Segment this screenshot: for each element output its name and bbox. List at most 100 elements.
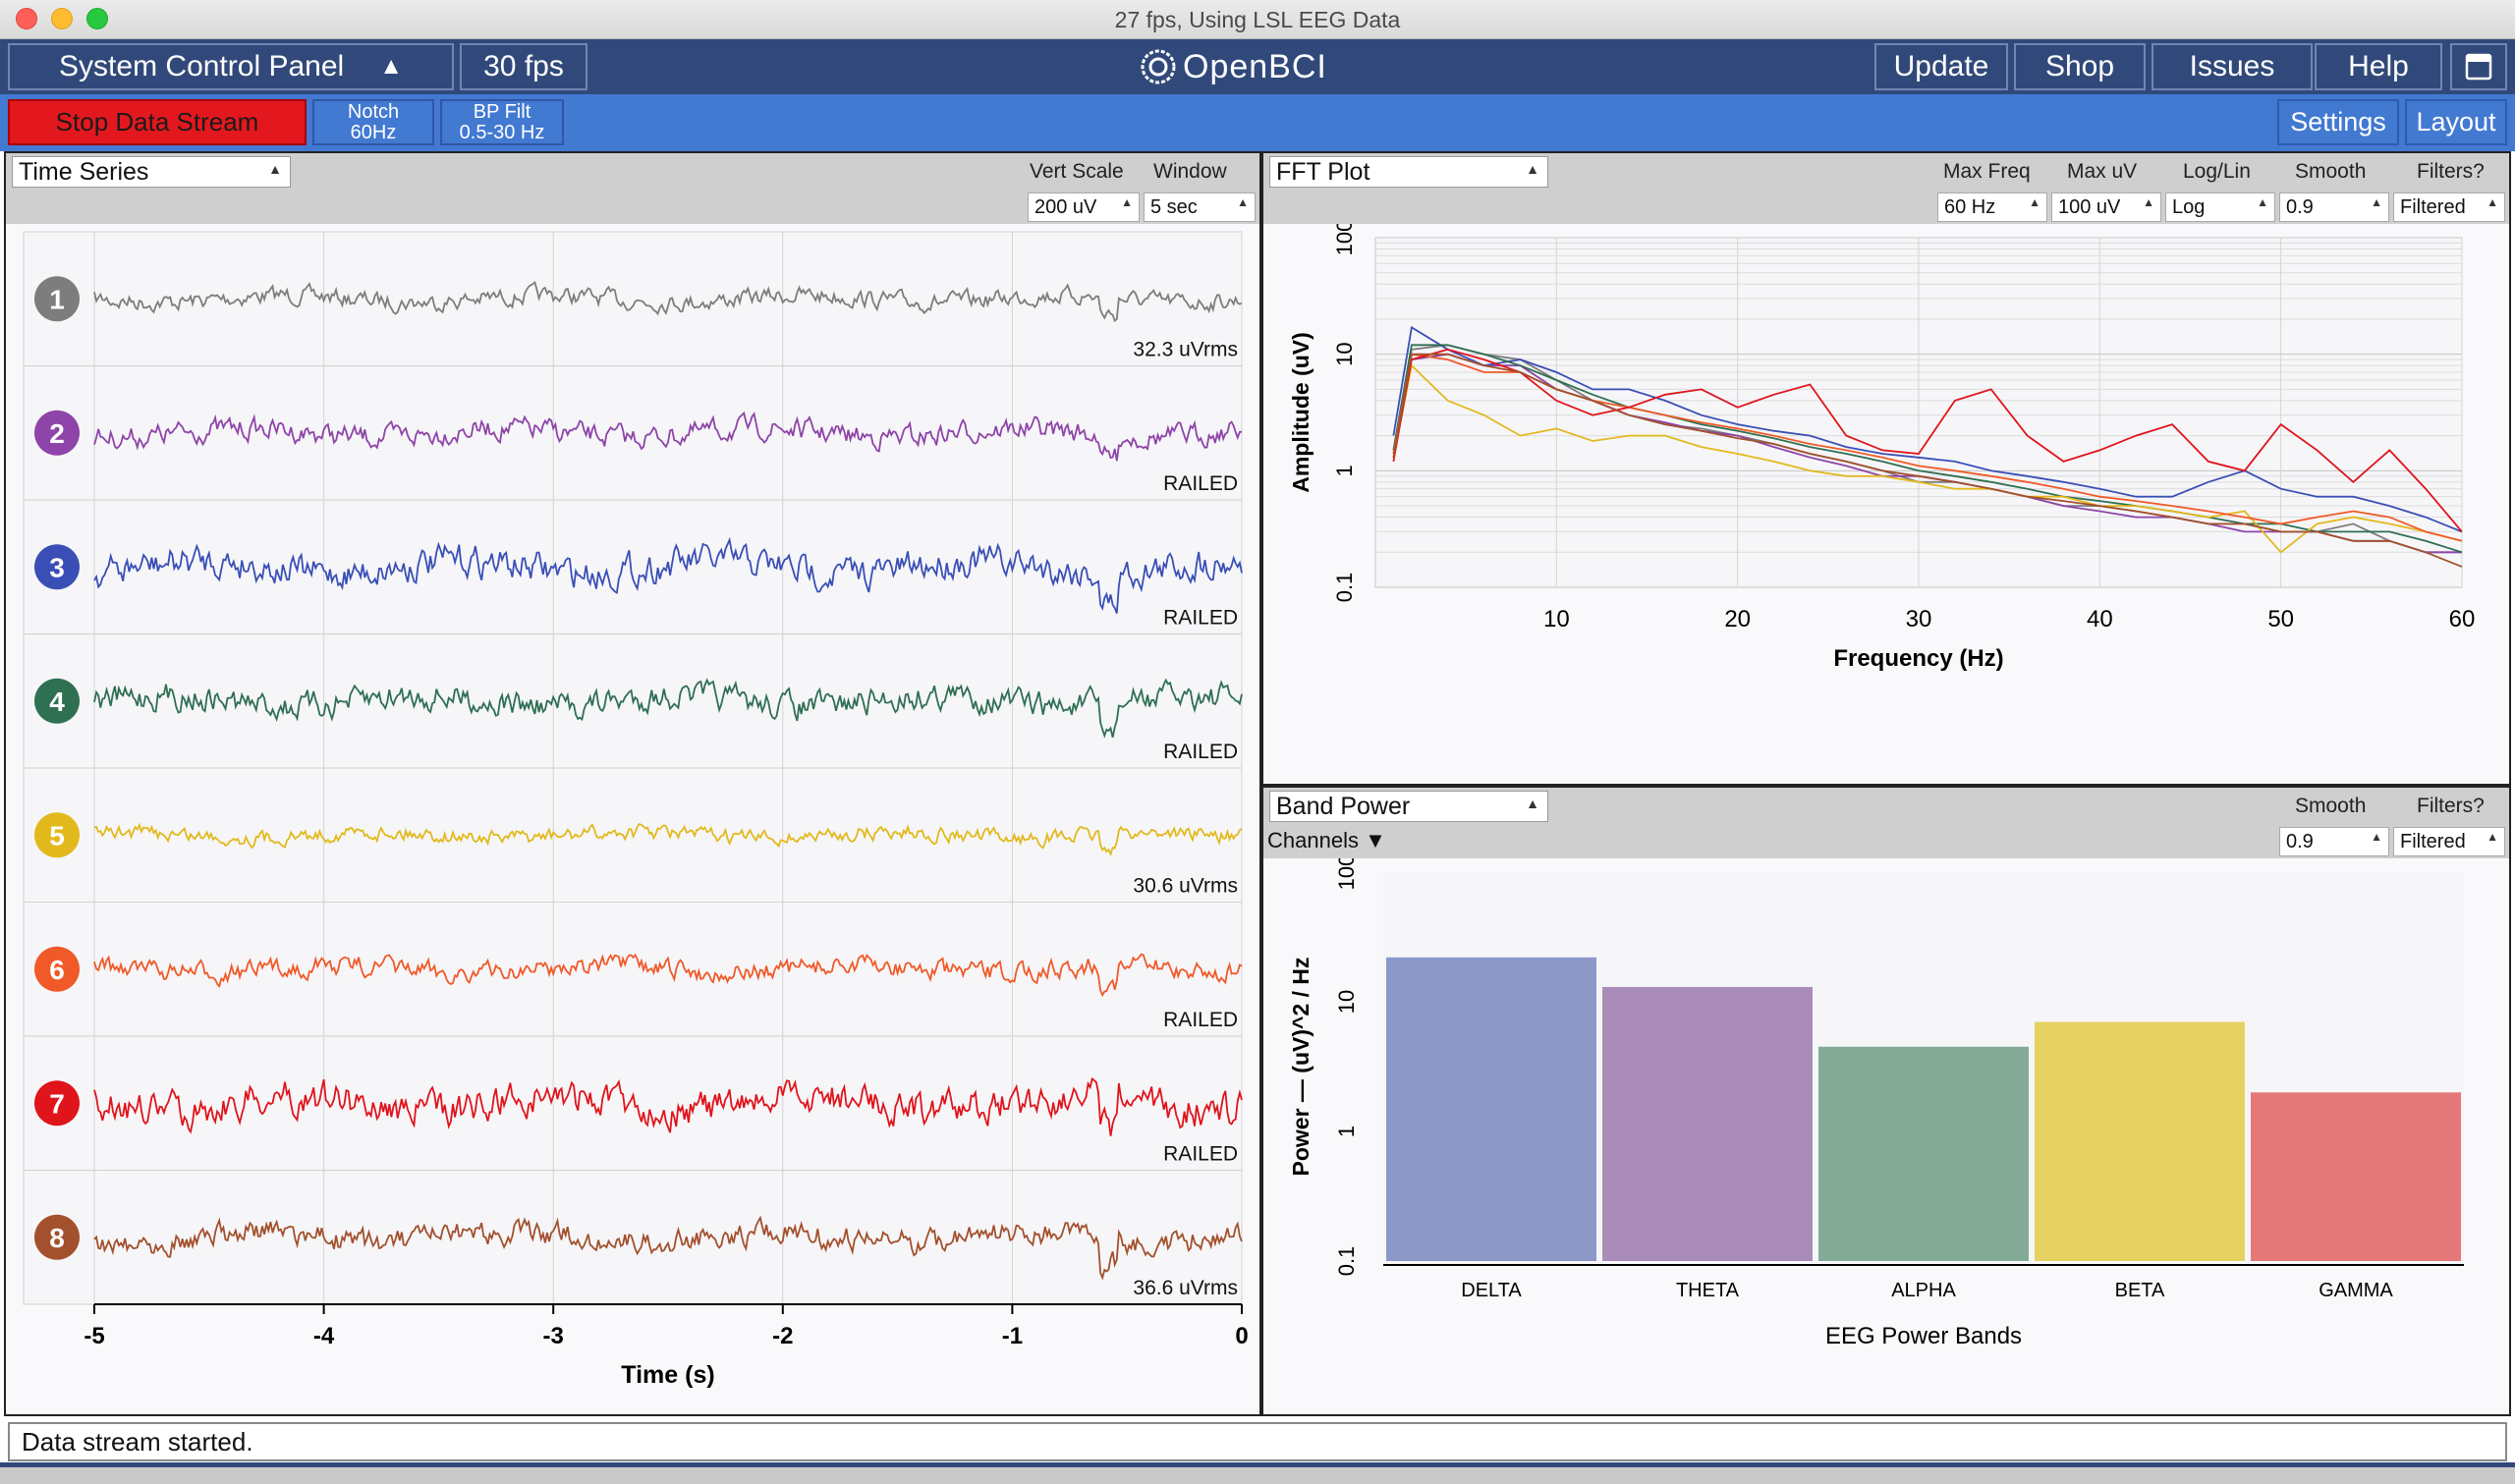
dropdown-caret-icon: ▲ — [2371, 830, 2382, 844]
channel-number: 3 — [49, 552, 65, 582]
channel-number: 2 — [49, 418, 65, 449]
band-power-category-label: DELTA — [1461, 1280, 1522, 1301]
minimize-window-button[interactable] — [51, 8, 73, 29]
notch-value: 60Hz — [350, 121, 397, 143]
shop-button[interactable]: Shop — [2014, 43, 2146, 90]
notch-filter-button[interactable]: Notch 60Hz — [312, 99, 434, 145]
fft-series-8 — [1392, 353, 2463, 568]
fft-widget-selector[interactable]: FFT Plot ▲ — [1269, 156, 1548, 188]
channel-6-signal — [93, 953, 1243, 998]
control-bar: Stop Data Stream Notch 60Hz BP Filt 0.5-… — [0, 94, 2515, 151]
band-power-category-label: THETA — [1676, 1280, 1740, 1301]
bp-filters-dropdown[interactable]: Filtered ▲ — [2393, 827, 2505, 856]
channel-4-signal — [93, 678, 1243, 739]
close-window-button[interactable] — [16, 8, 37, 29]
window-label: Window — [1153, 160, 1227, 183]
shop-label: Shop — [2044, 50, 2115, 82]
band-power-category-label: GAMMA — [2319, 1280, 2393, 1301]
openbci-logo-icon — [1141, 49, 1176, 84]
channel-status: RAILED — [1163, 1143, 1238, 1166]
notch-label: Notch — [347, 100, 400, 123]
smooth-dropdown[interactable]: 0.9 ▲ — [2279, 192, 2389, 222]
band-power-y-tick-label: 1 — [1334, 1126, 1359, 1137]
bp-label: BP Filt — [473, 100, 531, 123]
issues-label: Issues — [2189, 50, 2275, 82]
band-power-bar-alpha — [1818, 1046, 2029, 1261]
channel-number-badge — [34, 678, 80, 724]
channel-number-badge — [34, 946, 80, 992]
channel-number-badge — [34, 544, 80, 590]
bp-filters-label: Filters? — [2417, 795, 2485, 817]
band-power-bar-delta — [1386, 957, 1596, 1261]
caret-up-icon: ▲ — [379, 53, 403, 80]
channel-number-badge — [34, 276, 80, 322]
fft-header: FFT Plot ▲ Max Freq Max uV Log/Lin Smoot… — [1263, 153, 2509, 189]
fft-series-5 — [1392, 363, 2463, 554]
log-lin-label: Log/Lin — [2183, 160, 2251, 183]
channels-dropdown[interactable]: Channels ▼ — [1267, 828, 1386, 853]
band-power-bar-beta — [2035, 1021, 2245, 1261]
channel-status: RAILED — [1163, 1009, 1238, 1031]
time-series-widget-selector[interactable]: Time Series ▲ — [12, 156, 291, 188]
time-tick-label: -2 — [772, 1323, 793, 1349]
log-lin-dropdown[interactable]: Log ▲ — [2165, 192, 2275, 222]
band-power-x-axis-label: EEG Power Bands — [1825, 1323, 2022, 1349]
dropdown-caret-icon: ▲ — [1526, 796, 1539, 811]
vert-scale-dropdown[interactable]: 200 uV ▲ — [1028, 192, 1140, 222]
system-control-panel-button[interactable]: System Control Panel ▲ — [8, 43, 454, 90]
vert-scale-value: 200 uV — [1034, 195, 1097, 218]
band-power-y-tick-label: 100 — [1334, 858, 1359, 890]
fft-x-tick-label: 50 — [2267, 606, 2294, 632]
fft-x-axis-label: Frequency (Hz) — [1833, 645, 2003, 672]
help-label: Help — [2348, 50, 2409, 82]
bandpass-filter-button[interactable]: BP Filt 0.5-30 Hz — [440, 99, 564, 145]
layout-button[interactable]: Layout — [2405, 99, 2507, 145]
filters-value: Filtered — [2400, 195, 2466, 218]
fft-y-tick-label: 10 — [1332, 342, 1357, 365]
dropdown-caret-icon: ▲ — [1121, 195, 1133, 209]
channel-2-signal — [93, 411, 1243, 462]
fft-series-3 — [1392, 325, 2463, 533]
dropdown-caret-icon: ▲ — [268, 161, 282, 177]
bp-filters-value: Filtered — [2400, 830, 2466, 852]
time-series-widget: Time Series ▲ Vert Scale Window 200 uV ▲… — [4, 151, 1261, 1416]
channel-number-badge — [34, 1080, 80, 1127]
fft-x-tick-label: 60 — [2449, 606, 2476, 632]
triangle-down-icon: ▼ — [1365, 828, 1386, 852]
band-power-widget-selector[interactable]: Band Power ▲ — [1269, 791, 1548, 822]
fft-y-tick-label: 0.1 — [1332, 573, 1357, 603]
window-value: 5 sec — [1150, 195, 1198, 218]
settings-button[interactable]: Settings — [2277, 99, 2399, 145]
time-tick-label: -5 — [84, 1323, 104, 1349]
dock — [0, 1467, 2515, 1484]
bp-smooth-dropdown[interactable]: 0.9 ▲ — [2279, 827, 2389, 856]
channel-status: RAILED — [1163, 472, 1238, 495]
settings-label: Settings — [2290, 107, 2386, 137]
dropdown-caret-icon: ▲ — [2487, 830, 2498, 844]
update-button[interactable]: Update — [1874, 43, 2008, 90]
channels-label: Channels — [1267, 828, 1359, 852]
dropdown-caret-icon: ▲ — [2487, 195, 2498, 209]
band-power-header: Band Power ▲ Smooth Filters? — [1263, 788, 2509, 823]
fft-x-tick-label: 20 — [1724, 606, 1751, 632]
band-power-y-tick-label: 10 — [1334, 990, 1359, 1014]
band-power-y-axis-label: Power — (uV)^2 / Hz — [1288, 957, 1313, 1176]
max-uv-dropdown[interactable]: 100 uV ▲ — [2051, 192, 2161, 222]
time-tick-label: -1 — [1002, 1323, 1023, 1349]
max-freq-dropdown[interactable]: 60 Hz ▲ — [1937, 192, 2047, 222]
stop-data-stream-button[interactable]: Stop Data Stream — [8, 99, 307, 145]
calculator-button[interactable] — [2450, 43, 2507, 90]
update-label: Update — [1893, 50, 1989, 82]
time-series-widget-title: Time Series — [19, 157, 149, 186]
channel-status: RAILED — [1163, 741, 1238, 763]
window-titlebar: 27 fps, Using LSL EEG Data — [0, 0, 2515, 39]
fft-plot-widget: FFT Plot ▲ Max Freq Max uV Log/Lin Smoot… — [1261, 151, 2511, 786]
dropdown-caret-icon: ▲ — [2143, 195, 2154, 209]
help-button[interactable]: Help — [2315, 43, 2442, 90]
window-dropdown[interactable]: 5 sec ▲ — [1144, 192, 1256, 222]
issues-button[interactable]: Issues — [2152, 43, 2313, 90]
fps-button[interactable]: 30 fps — [460, 43, 587, 90]
maximize-window-button[interactable] — [86, 8, 108, 29]
band-power-chart: 100 10 1 0.1 Power — (uV)^2 / Hz DELTA THETA AL… — [1288, 858, 2464, 1349]
filters-dropdown[interactable]: Filtered ▲ — [2393, 192, 2505, 222]
